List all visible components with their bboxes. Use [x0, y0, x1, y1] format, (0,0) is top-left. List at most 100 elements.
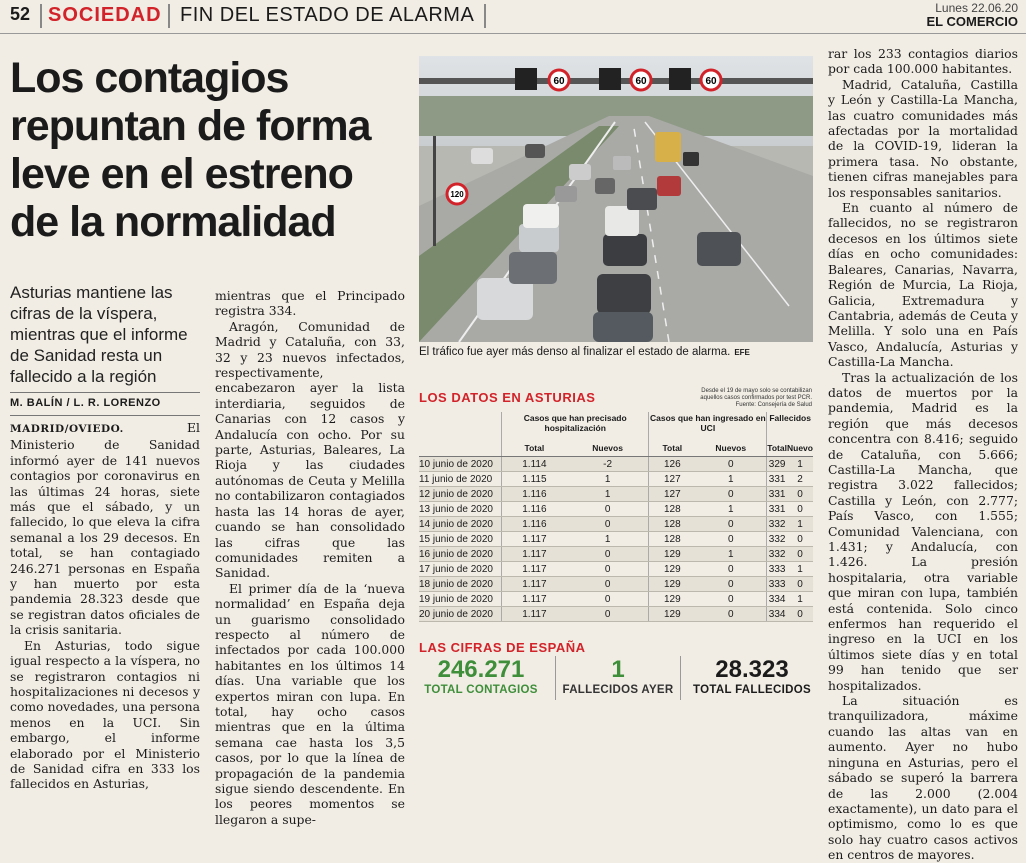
cars [471, 132, 741, 342]
stat-label: FALLECIDOS AYER [562, 684, 674, 696]
table-row: 17 junio de 2020 1.117 0 129 0 333 1 [419, 561, 813, 577]
table-cell: 127 [648, 486, 696, 502]
row-date: 12 junio de 2020 [419, 486, 502, 502]
newspaper-name: EL COMERCIO [926, 14, 1019, 29]
table-cell: 1.117 [500, 606, 567, 622]
row-date: 15 junio de 2020 [419, 531, 502, 547]
table-cell: 0 [695, 531, 767, 547]
page-number: 52 [10, 4, 31, 24]
photo-caption: El tráfico fue ayer más denso al finaliz… [419, 346, 813, 358]
topic-label: FIN DEL ESTADO DE ALARMA [180, 4, 475, 26]
column-header: Nuevo [786, 440, 813, 457]
speed-sign-60: 60 [553, 76, 565, 87]
table-cell: 0 [786, 576, 813, 592]
table-cell: 126 [648, 456, 696, 472]
table-corner [419, 412, 502, 440]
byline-rule [10, 392, 200, 393]
paragraph: En cuanto al número de fallecidos, no se… [828, 200, 1018, 370]
table-cell: -2 [566, 456, 649, 472]
article-column-2: mientras que el Principado registra 334.… [215, 288, 405, 827]
table-cell: 0 [695, 606, 767, 622]
paragraph: MADRID/OVIEDO. El Ministerio de Sanidad … [10, 420, 200, 638]
table-cell: 331 [766, 501, 787, 517]
table-note: Desde el 19 de mayo solo se contabilizan… [700, 388, 812, 408]
paragraph: Madrid, Cataluña, Castilla y León y Cast… [828, 76, 1018, 200]
table-row: 11 junio de 2020 1.115 1 127 1 331 2 [419, 471, 813, 487]
paragraph: El primer día de la ‘nueva normalidad’ e… [215, 580, 405, 827]
stat-total-contagios: 246.271 TOTAL CONTAGIOS [419, 656, 543, 696]
article-column-3: rar los 233 contagios diarios por cada 1… [828, 46, 1018, 863]
table-row: 15 junio de 2020 1.117 1 128 0 332 0 [419, 531, 813, 547]
table-cell: 1.116 [500, 486, 567, 502]
table-cell: 331 [766, 486, 787, 502]
stat-value: 28.323 [715, 656, 789, 683]
row-date: 17 junio de 2020 [419, 561, 502, 577]
table-cell: 127 [648, 471, 696, 487]
table-cell: 0 [695, 591, 767, 607]
table-cell: 0 [566, 591, 649, 607]
photo-credit: EFE [734, 348, 750, 357]
table-cell: 1 [786, 456, 813, 472]
stat-fallecidos-ayer: 1 FALLECIDOS AYER [555, 656, 681, 700]
subheadline: Asturias mantiene las cifras de la víspe… [10, 283, 188, 386]
table-cell: 332 [766, 516, 787, 532]
caption-text: El tráfico fue ayer más denso al finaliz… [419, 346, 731, 358]
table-cell: 331 [766, 471, 787, 487]
asturias-data-table: Casos que han precisado hospitalización … [419, 412, 813, 622]
table-cell: 329 [766, 456, 787, 472]
table-cell: 1.117 [500, 546, 567, 562]
table-cell: 0 [566, 546, 649, 562]
row-date: 20 junio de 2020 [419, 606, 502, 622]
column-header: Nuevos [695, 440, 767, 457]
column-header: Total [500, 440, 567, 457]
table-row: 16 junio de 2020 1.117 0 129 1 332 0 [419, 546, 813, 562]
table-cell: 1 [566, 531, 649, 547]
group-header: Casos que han precisado hospitalización [500, 412, 649, 440]
group-header: Casos que han ingresado en UCI [648, 412, 767, 440]
header-divider [168, 4, 170, 28]
row-date: 19 junio de 2020 [419, 591, 502, 607]
table-row: 20 junio de 2020 1.117 0 129 0 334 0 [419, 606, 813, 622]
stat-label: TOTAL CONTAGIOS [424, 684, 538, 696]
table-cell: 1 [786, 561, 813, 577]
table-cell: 0 [566, 561, 649, 577]
row-date: 18 junio de 2020 [419, 576, 502, 592]
stat-value: 246.271 [437, 656, 525, 683]
dateline: MADRID/OVIEDO. [10, 423, 124, 435]
table-cell: 1 [566, 486, 649, 502]
stat-value: 1 [611, 656, 625, 683]
table-cell: 129 [648, 576, 696, 592]
table-cell: 129 [648, 561, 696, 577]
table-cell: 1.116 [500, 516, 567, 532]
table-cell: 1.117 [500, 531, 567, 547]
paragraph: Tras la actualización de los datos de mu… [828, 369, 1018, 693]
table-cell: 129 [648, 591, 696, 607]
table-cell: 1.116 [500, 501, 567, 517]
header-divider [40, 4, 42, 28]
table-cell: 333 [766, 576, 787, 592]
table-cell: 334 [766, 591, 787, 607]
table-cell: 128 [648, 501, 696, 517]
stat-total-fallecidos: 28.323 TOTAL FALLECIDOS [690, 656, 814, 696]
table-row: 19 junio de 2020 1.117 0 129 0 334 1 [419, 591, 813, 607]
table-cell: 129 [648, 606, 696, 622]
group-header: Fallecidos [766, 412, 813, 440]
column-header: Total [648, 440, 696, 457]
table-cell: 1 [695, 471, 767, 487]
table-cell: 333 [766, 561, 787, 577]
table-cell: 332 [766, 546, 787, 562]
speed-sign-60: 60 [635, 76, 647, 87]
row-date: 11 junio de 2020 [419, 471, 502, 487]
table-row: 12 junio de 2020 1.116 1 127 0 331 0 [419, 486, 813, 502]
column-header: Total [766, 440, 787, 457]
article-column-1: MADRID/OVIEDO. El Ministerio de Sanidad … [10, 420, 200, 792]
paragraph: mientras que el Principado registra 334. [215, 288, 405, 319]
table-cell: 0 [786, 546, 813, 562]
headline: Los contagios repuntan de forma leve en … [10, 54, 372, 246]
table-cell: 1 [695, 546, 767, 562]
section-label: SOCIEDAD [48, 4, 162, 26]
table-cell: 0 [695, 516, 767, 532]
table-cell: 1 [786, 591, 813, 607]
table-cell: 1 [566, 471, 649, 487]
row-date: 13 junio de 2020 [419, 501, 502, 517]
